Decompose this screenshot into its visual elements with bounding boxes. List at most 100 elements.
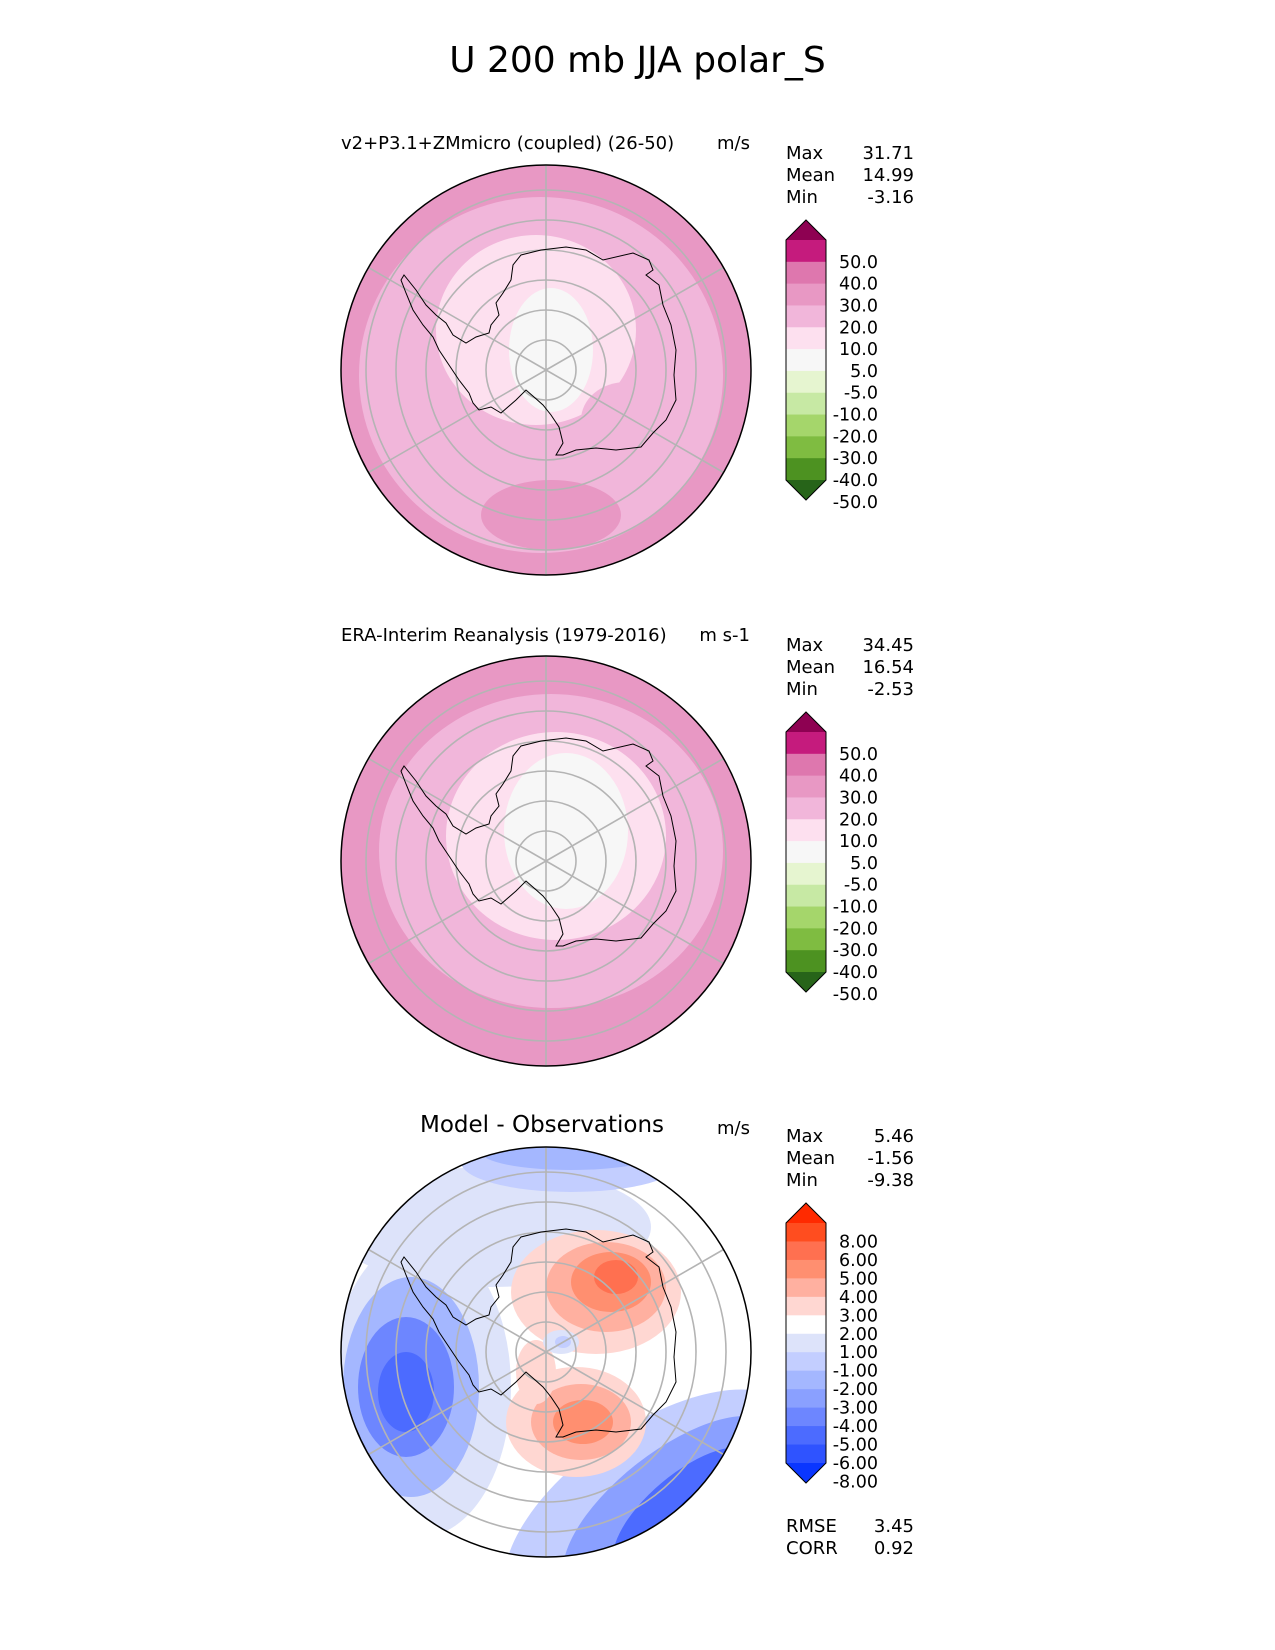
colorbar-ref-tick-label: -10.0: [833, 898, 878, 918]
colorbar-diff-extend-bottom: [786, 1463, 826, 1483]
colorbar-diff-tick-label: -3.00: [833, 1399, 878, 1419]
polar-map-diff-contour: [378, 1352, 434, 1432]
panel-title-ref: ERA-Interim Reanalysis (1979-2016): [341, 625, 667, 646]
colorbar-test-tick-label: -5.0: [844, 384, 878, 404]
colorbar-diff-segment: [786, 1334, 826, 1353]
colorbar-ref-segment: [786, 819, 826, 841]
stat-min: Min -2.53: [786, 679, 914, 701]
colorbar-diff-tick-label: 3.00: [839, 1306, 878, 1326]
colorbar-diff-tick-label: 6.00: [839, 1251, 878, 1271]
polar-map-ref-contour: [504, 753, 628, 909]
colorbar-diff-segment: [786, 1371, 826, 1390]
colorbar-diff-segment: [786, 1223, 826, 1242]
polar-map-ref: [341, 656, 751, 1066]
colorbar-test-tick-label: 50.0: [839, 253, 878, 273]
colorbar-diff-segment: [786, 1352, 826, 1371]
colorbar-diff-segment: [786, 1241, 826, 1260]
colorbar-ref-segment: [786, 776, 826, 798]
stats-test: Max 31.71 Mean 14.99 Min -3.16: [786, 143, 914, 209]
stat-min: Min -9.38: [786, 1170, 914, 1192]
colorbar-test-tick-label: -30.0: [833, 449, 878, 469]
colorbar-ref-segment: [786, 797, 826, 819]
colorbar-diff-segment: [786, 1315, 826, 1334]
colorbar-test-tick-label: 20.0: [839, 318, 878, 338]
colorbar-test-segment: [786, 393, 826, 415]
colorbar-diff-segment: [786, 1260, 826, 1279]
colorbar-ref-tick-label: -20.0: [833, 919, 878, 939]
colorbar-diff-segment: [786, 1278, 826, 1297]
colorbar-test-segment: [786, 327, 826, 349]
stat-max: Max 31.71: [786, 143, 914, 165]
colorbar-ref-extend-bottom: [786, 972, 826, 992]
colorbar-test-extend-top: [786, 220, 826, 240]
metric-rmse: RMSE 3.45: [786, 1516, 914, 1538]
metrics-diff: RMSE 3.45 CORR 0.92: [786, 1516, 914, 1560]
colorbar-diff-segment: [786, 1426, 826, 1445]
colorbar-diff-tick-label: -2.00: [833, 1380, 878, 1400]
panel-units-diff: m/s: [717, 1118, 750, 1139]
colorbar-test-tick-label: 30.0: [839, 296, 878, 316]
colorbar-diff-segment: [786, 1297, 826, 1316]
colorbar-ref-segment: [786, 928, 826, 950]
colorbar-diff-tick-label: -1.00: [833, 1362, 878, 1382]
colorbar-diff: 8.006.005.004.003.002.001.00-1.00-2.00-3…: [785, 1203, 895, 1503]
stat-min: Min -3.16: [786, 187, 914, 209]
colorbar-ref-segment: [786, 950, 826, 972]
colorbar-diff-segment: [786, 1389, 826, 1408]
colorbar-ref-segment: [786, 754, 826, 776]
colorbar-test-tick-label: 10.0: [839, 340, 878, 360]
colorbar-diff-tick-label: -8.00: [833, 1472, 878, 1492]
stats-diff: Max 5.46 Mean -1.56 Min -9.38: [786, 1126, 914, 1192]
panel-units-test: m/s: [717, 133, 750, 154]
stat-mean: Mean -1.56: [786, 1148, 914, 1170]
colorbar-test-tick-label: 5.0: [850, 362, 878, 382]
colorbar-test: 50.040.030.020.010.05.0-5.0-10.0-20.0-30…: [785, 220, 895, 520]
colorbar-ref-segment: [786, 732, 826, 754]
colorbar-test-segment: [786, 458, 826, 480]
metric-corr: CORR 0.92: [786, 1538, 914, 1560]
colorbar-diff-tick-label: -4.00: [833, 1417, 878, 1437]
colorbar-diff-tick-label: -6.00: [833, 1454, 878, 1474]
stat-max: Max 5.46: [786, 1126, 914, 1148]
colorbar-diff-tick-label: 8.00: [839, 1232, 878, 1252]
colorbar-ref-tick-label: 50.0: [839, 745, 878, 765]
colorbar-test-extend-bottom: [786, 480, 826, 500]
colorbar-test-segment: [786, 371, 826, 393]
stat-mean: Mean 14.99: [786, 165, 914, 187]
colorbar-ref-segment: [786, 885, 826, 907]
polar-map-diff-contour: [481, 1134, 661, 1170]
colorbar-test-segment: [786, 349, 826, 371]
colorbar-ref-segment: [786, 841, 826, 863]
panel-units-ref: m s-1: [699, 625, 750, 646]
stat-mean: Mean 16.54: [786, 657, 914, 679]
colorbar-ref-segment: [786, 907, 826, 929]
colorbar-test-tick-label: -10.0: [833, 406, 878, 426]
colorbar-test-segment: [786, 262, 826, 284]
colorbar-ref-tick-label: 30.0: [839, 788, 878, 808]
colorbar-ref-tick-label: -30.0: [833, 941, 878, 961]
colorbar-ref-tick-label: 5.0: [850, 854, 878, 874]
stats-ref: Max 34.45 Mean 16.54 Min -2.53: [786, 635, 914, 701]
colorbar-ref-tick-label: -50.0: [833, 985, 878, 1005]
colorbar-test-tick-label: 40.0: [839, 275, 878, 295]
colorbar-ref-tick-label: -5.0: [844, 876, 878, 896]
polar-map-diff: [341, 1147, 751, 1557]
colorbar-test-tick-label: -20.0: [833, 427, 878, 447]
colorbar-ref-extend-top: [786, 712, 826, 732]
colorbar-ref-tick-label: -40.0: [833, 963, 878, 983]
panel-title-test: v2+P3.1+ZMmicro (coupled) (26-50): [341, 133, 674, 154]
colorbar-diff-extend-top: [786, 1203, 826, 1223]
panel-title-diff: Model - Observations: [420, 1112, 664, 1138]
colorbar-ref-tick-label: 40.0: [839, 767, 878, 787]
colorbar-diff-tick-label: -5.00: [833, 1436, 878, 1456]
colorbar-test-segment: [786, 305, 826, 327]
colorbar-ref: 50.040.030.020.010.05.0-5.0-10.0-20.0-30…: [785, 712, 895, 1012]
colorbar-test-segment: [786, 240, 826, 262]
colorbar-diff-tick-label: 2.00: [839, 1325, 878, 1345]
colorbar-diff-segment: [786, 1408, 826, 1427]
colorbar-diff-segment: [786, 1445, 826, 1464]
polar-map-test: [341, 165, 751, 575]
colorbar-ref-tick-label: 20.0: [839, 810, 878, 830]
colorbar-test-segment: [786, 415, 826, 437]
colorbar-test-segment: [786, 436, 826, 458]
